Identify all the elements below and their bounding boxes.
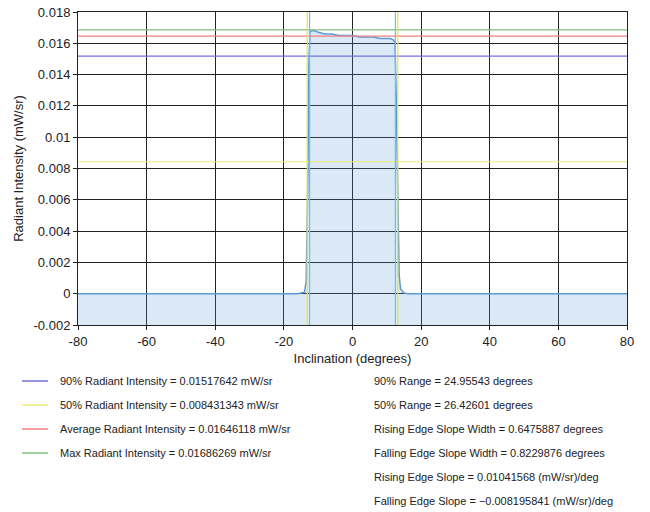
- svg-text:0.006: 0.006: [38, 192, 71, 207]
- svg-text:90% Radiant Intensity = 0.0151: 90% Radiant Intensity = 0.01517642 mW/sr: [60, 375, 273, 387]
- svg-text:Rising Edge Slope Width = 0.64: Rising Edge Slope Width = 0.6475887 degr…: [374, 423, 604, 435]
- svg-text:-40: -40: [206, 334, 225, 349]
- svg-text:0.008: 0.008: [38, 161, 71, 176]
- svg-text:0.004: 0.004: [38, 224, 71, 239]
- svg-text:-60: -60: [137, 334, 156, 349]
- svg-text:80: 80: [620, 334, 634, 349]
- svg-text:90% Range = 24.95543 degrees: 90% Range = 24.95543 degrees: [374, 375, 533, 387]
- svg-text:0.016: 0.016: [38, 36, 71, 51]
- svg-text:0: 0: [63, 286, 70, 301]
- svg-text:0.018: 0.018: [38, 5, 71, 20]
- svg-text:0.012: 0.012: [38, 98, 71, 113]
- svg-text:-0.002: -0.002: [34, 318, 71, 333]
- svg-text:20: 20: [414, 334, 428, 349]
- svg-text:Falling Edge Slope = −0.008195: Falling Edge Slope = −0.008195841 (mW/sr…: [374, 495, 613, 507]
- svg-text:0: 0: [349, 334, 356, 349]
- svg-text:0.01: 0.01: [45, 130, 70, 145]
- svg-text:0.014: 0.014: [38, 67, 71, 82]
- svg-text:Radiant Intensity (mW/sr): Radiant Intensity (mW/sr): [11, 95, 26, 242]
- svg-text:Inclination (degrees): Inclination (degrees): [294, 351, 412, 366]
- svg-text:0.002: 0.002: [38, 255, 71, 270]
- svg-text:40: 40: [483, 334, 497, 349]
- svg-text:Max Radiant Intensity = 0.0168: Max Radiant Intensity = 0.01686269 mW/sr: [60, 447, 272, 459]
- svg-text:Average Radiant Intensity = 0.: Average Radiant Intensity = 0.01646118 m…: [60, 423, 291, 435]
- svg-text:-80: -80: [69, 334, 88, 349]
- svg-text:60: 60: [551, 334, 565, 349]
- svg-text:Rising Edge Slope = 0.01041568: Rising Edge Slope = 0.01041568 (mW/sr)/d…: [374, 471, 599, 483]
- svg-text:50% Range = 26.42601 degrees: 50% Range = 26.42601 degrees: [374, 399, 533, 411]
- svg-text:50% Radiant Intensity = 0.0084: 50% Radiant Intensity = 0.008431343 mW/s…: [60, 399, 279, 411]
- svg-text:Falling Edge Slope Width = 0.8: Falling Edge Slope Width = 0.8229876 deg…: [374, 447, 605, 459]
- svg-text:-20: -20: [274, 334, 293, 349]
